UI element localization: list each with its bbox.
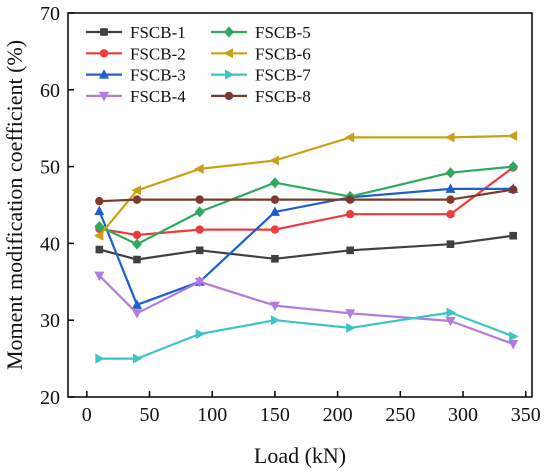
data-point <box>508 161 519 173</box>
data-point <box>446 307 456 318</box>
data-point <box>195 246 204 255</box>
data-point <box>345 195 355 204</box>
data-point <box>269 177 280 189</box>
data-point <box>95 196 104 206</box>
data-point <box>446 195 455 204</box>
data-point <box>269 206 280 216</box>
x-tick-label: 300 <box>448 404 478 426</box>
x-tick-label: 200 <box>323 404 353 426</box>
data-point <box>445 167 456 179</box>
series-fscb-5 <box>94 161 519 250</box>
data-point <box>131 185 141 196</box>
data-point <box>132 353 143 364</box>
data-point <box>94 221 105 233</box>
data-point <box>270 195 280 204</box>
series-fscb-4 <box>94 271 519 350</box>
series-line <box>98 274 514 346</box>
plot-frame <box>67 12 533 398</box>
data-point <box>194 163 204 174</box>
data-point <box>95 245 104 254</box>
y-tick-label: 60 <box>40 80 60 102</box>
data-point <box>131 299 142 309</box>
legend-marker <box>223 48 233 59</box>
data-point <box>345 210 355 219</box>
data-point <box>507 130 518 141</box>
series-fscb-7 <box>95 307 519 364</box>
data-point <box>132 195 142 204</box>
data-point <box>509 331 519 342</box>
legend-marker <box>225 69 235 80</box>
y-tick-label: 40 <box>40 233 60 255</box>
series-fscb-3 <box>94 183 519 309</box>
data-point <box>271 254 279 263</box>
legend-label: FSCB-2 <box>130 44 186 63</box>
y-tick-label: 70 <box>40 3 60 25</box>
legend-marker <box>99 49 109 58</box>
legend-marker <box>224 26 234 38</box>
legend-label: FSCB-7 <box>255 66 311 85</box>
x-tick-label: 0 <box>82 404 92 426</box>
x-tick-label: 150 <box>260 404 290 426</box>
data-point <box>269 155 279 166</box>
data-point <box>346 322 356 333</box>
data-point <box>194 206 205 218</box>
data-point <box>270 225 280 234</box>
data-point <box>445 316 456 327</box>
data-point <box>133 255 141 264</box>
data-point <box>509 231 517 240</box>
data-point <box>195 195 204 204</box>
x-axis-title: Load (kN) <box>254 443 346 468</box>
x-tick-label: 100 <box>197 404 227 426</box>
legend-label: FSCB-8 <box>255 87 311 106</box>
legend-label: FSCB-4 <box>130 87 186 106</box>
data-point <box>444 132 455 143</box>
data-point <box>446 210 455 219</box>
data-point <box>94 205 105 216</box>
data-point <box>131 238 142 250</box>
x-tick-label: 350 <box>511 404 541 426</box>
data-point <box>131 309 142 319</box>
data-point <box>270 315 281 326</box>
data-point <box>269 301 280 312</box>
data-point <box>345 309 356 319</box>
legend-label: FSCB-5 <box>255 23 311 42</box>
x-tick-label: 50 <box>140 404 160 426</box>
x-tick-label: 250 <box>385 404 415 426</box>
legend-label: FSCB-6 <box>255 44 311 63</box>
data-point <box>94 271 105 282</box>
y-tick-label: 50 <box>40 157 60 179</box>
data-point <box>195 225 204 234</box>
series-fscb-6 <box>93 130 518 241</box>
legend: FSCB-1 FSCB-2 FSCB-3 FSCB-4 FSCB-5 FSCB-6 FSCB… <box>86 23 311 106</box>
data-point <box>132 230 142 240</box>
legend-marker <box>99 91 109 102</box>
data-point <box>445 183 456 193</box>
legend-marker <box>100 28 108 36</box>
y-tick-label: 30 <box>40 310 60 332</box>
series-fscb-1 <box>95 231 517 264</box>
series-fscb-8 <box>95 185 518 206</box>
data-point <box>93 230 104 241</box>
legend-marker <box>99 69 109 79</box>
y-tick-label: 20 <box>40 387 60 409</box>
y-axis-title: Moment modification coefficient (%) <box>2 40 27 370</box>
data-point <box>344 132 355 143</box>
data-point <box>346 246 354 255</box>
legend-marker <box>224 91 234 101</box>
legend-label: FSCB-1 <box>130 23 186 42</box>
data-point <box>446 240 455 248</box>
data-point <box>508 185 518 194</box>
data-point <box>508 340 519 350</box>
data-point <box>194 277 205 288</box>
legend-label: FSCB-3 <box>130 66 186 85</box>
data-point <box>195 329 206 340</box>
data-point <box>95 353 105 364</box>
